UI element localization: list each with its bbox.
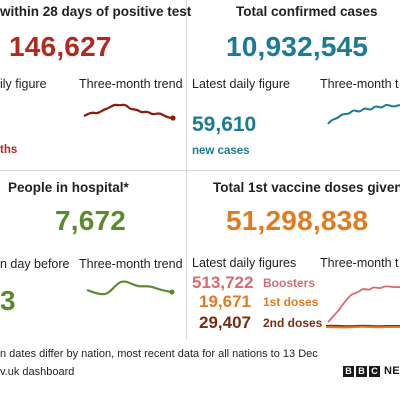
cases-trend-sparkline <box>327 104 400 125</box>
second-doses-label: 2nd doses <box>263 316 323 330</box>
vaccines-trend-chart <box>325 285 400 329</box>
hospital-day-before-label: n day before <box>0 257 70 271</box>
bbc-logo-letter: B <box>343 365 354 377</box>
deaths-trend-label: Three-month trend <box>79 77 183 91</box>
deaths-total: 146,627 <box>9 31 112 62</box>
bbc-news-logo: B B C NEW <box>343 365 400 377</box>
hospital-value-fragment: 3 <box>0 285 16 316</box>
cases-trend-label: Three-month t <box>320 77 399 91</box>
cases-latest-value: 59,610 <box>192 113 257 136</box>
vaccines-latest-label: Latest daily figures <box>192 256 297 270</box>
hospital-title: People in hospital* <box>8 180 129 195</box>
cases-title: Total confirmed cases <box>236 4 378 19</box>
bbc-logo-letter: B <box>356 365 367 377</box>
deaths-latest-label: ily figure <box>0 77 47 91</box>
vaccines-title: Total 1st vaccine doses given <box>213 180 400 195</box>
hospital-trend-sparkline <box>86 280 175 296</box>
deaths-unit: ths <box>0 144 18 156</box>
hospital-trend-label: Three-month trend <box>79 257 183 271</box>
deaths-title: within 28 days of positive test <box>0 4 192 19</box>
first-doses-label: 1st doses <box>263 295 319 309</box>
boosters-label: Boosters <box>263 276 316 290</box>
boosters-value: 513,722 <box>192 273 254 292</box>
horizontal-divider <box>0 170 400 171</box>
vaccines-total: 51,298,838 <box>226 205 369 236</box>
bbc-logo-word: NEW <box>384 365 400 377</box>
second-doses-value: 29,407 <box>199 313 251 332</box>
vaccines-trend-label: Three-month t <box>320 256 399 270</box>
footer-source: v.uk dashboard <box>0 366 75 378</box>
first-doses-value: 19,671 <box>199 292 251 311</box>
hospital-total: 7,672 <box>55 205 127 236</box>
cases-latest-unit: new cases <box>192 145 250 157</box>
footer-note: n dates differ by nation, most recent da… <box>0 348 318 360</box>
deaths-trend-sparkline <box>83 103 176 121</box>
cases-total: 10,932,545 <box>226 31 369 62</box>
cases-latest-label: Latest daily figure <box>192 77 290 91</box>
bbc-logo-letter: C <box>369 365 380 377</box>
